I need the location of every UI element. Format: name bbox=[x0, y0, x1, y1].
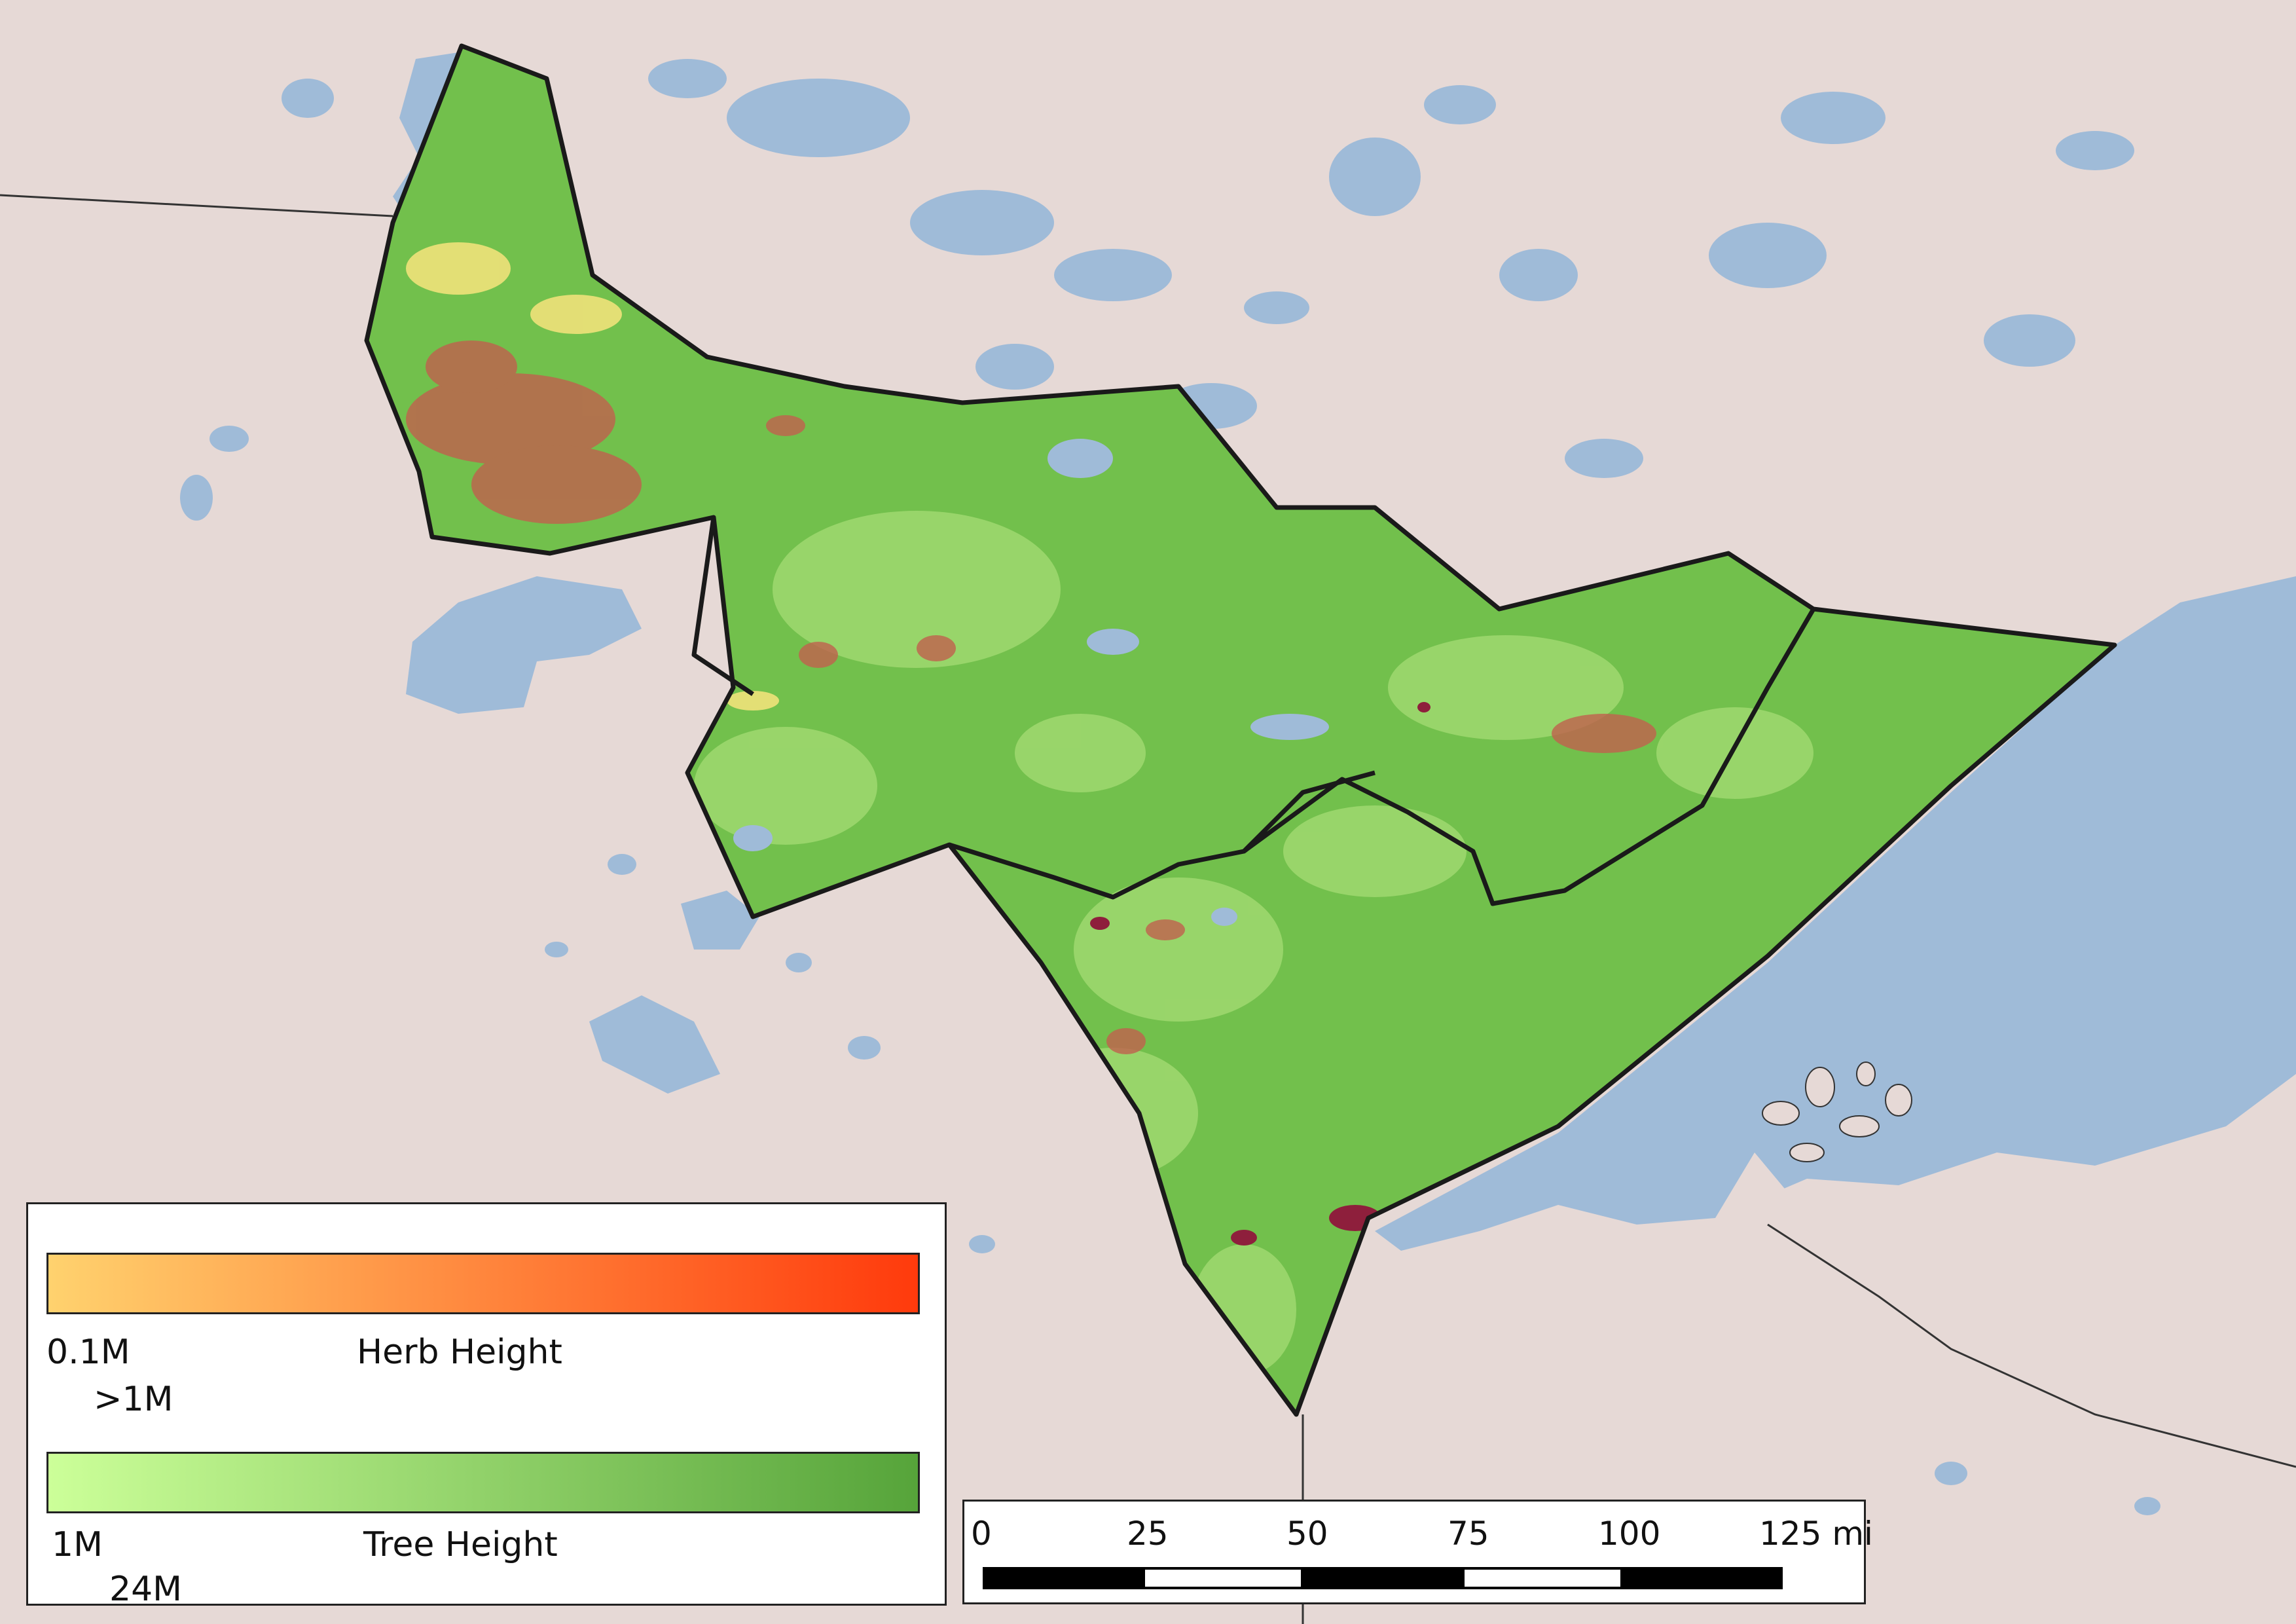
herb-title: Herb Height bbox=[357, 1333, 562, 1372]
peninsula bbox=[1715, 1153, 1787, 1283]
scale-segment-4 bbox=[1462, 1567, 1623, 1589]
region-subdivision bbox=[691, 517, 1816, 906]
tree-title: Tree Height bbox=[363, 1525, 558, 1564]
scale-tick-125: 125 mi bbox=[1759, 1515, 1873, 1553]
scale-tick-50: 50 bbox=[1286, 1515, 1328, 1553]
leech-lake bbox=[589, 995, 720, 1094]
scale-tick-25: 25 bbox=[1127, 1515, 1169, 1553]
scale-tick-75: 75 bbox=[1448, 1515, 1489, 1553]
minnesota-lakes bbox=[180, 426, 2160, 1515]
ontario-lakes bbox=[282, 59, 2134, 478]
region-boundary bbox=[364, 43, 2117, 1417]
scale-segment-5 bbox=[1622, 1567, 1783, 1589]
international-border bbox=[0, 194, 393, 217]
scale-segment-3 bbox=[1302, 1567, 1463, 1589]
lake-top-right bbox=[2213, 629, 2296, 720]
scale-tick-100: 100 bbox=[1598, 1515, 1661, 1553]
lake-winnibigoshish bbox=[681, 891, 759, 950]
herb-max-label: >1M bbox=[94, 1380, 173, 1419]
tree-height-color-ramp bbox=[46, 1452, 920, 1513]
scale-bar: 0 25 50 75 100 125 mi bbox=[962, 1500, 1873, 1604]
herb-min-label: 0.1M bbox=[46, 1333, 130, 1372]
tree-min-label: 1M bbox=[52, 1525, 103, 1564]
scale-segment-1 bbox=[983, 1567, 1144, 1589]
lake-superior bbox=[1375, 576, 2296, 1251]
legend-panel: 0.1M Herb Height >1M 1M Tree Height 24M bbox=[26, 1202, 947, 1606]
herb-height-color-ramp bbox=[46, 1253, 920, 1314]
scale-tick-0: 0 bbox=[971, 1515, 992, 1553]
islands bbox=[1762, 1061, 1912, 1162]
upper-red-lake bbox=[406, 576, 642, 714]
scale-segment-2 bbox=[1142, 1567, 1303, 1589]
tree-max-label: 24M bbox=[109, 1570, 183, 1609]
